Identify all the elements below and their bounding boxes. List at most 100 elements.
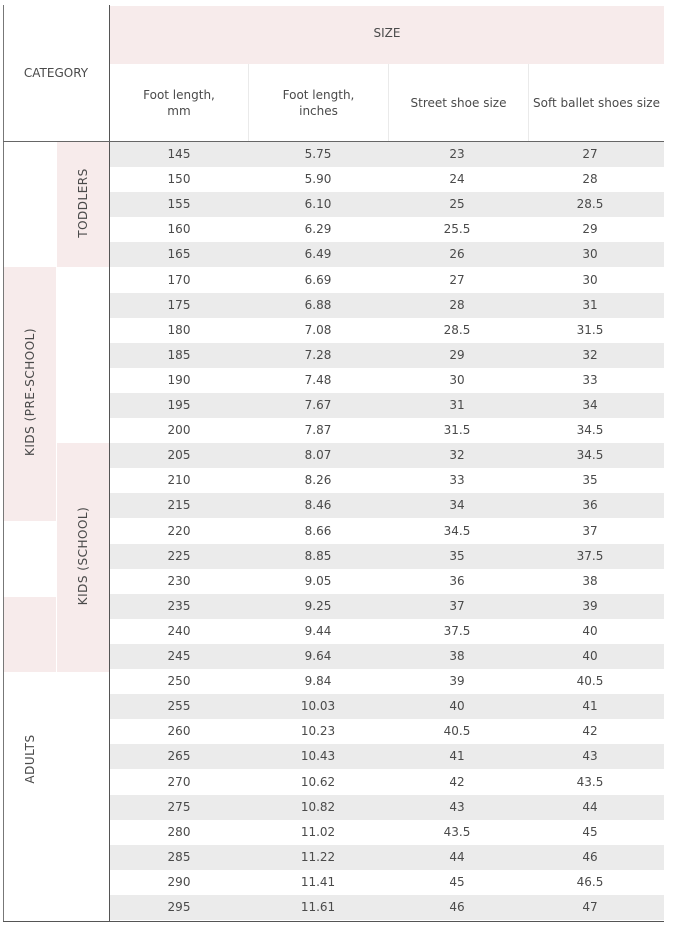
cell-street-size: 28.5 <box>443 322 471 337</box>
col-header-street-size-label: Street shoe size <box>410 96 507 110</box>
cell-street-size: 41 <box>449 749 465 764</box>
cell-ballet-size: 45 <box>582 824 598 839</box>
category-label-kids-preschool: KIDS (PRE-SCHOOL) <box>23 327 37 457</box>
table-row-stripe <box>110 192 664 218</box>
cell-ballet-size: 35 <box>582 473 598 488</box>
cell-foot-mm: 220 <box>167 523 191 538</box>
cell-ballet-size: 37.5 <box>576 548 604 563</box>
table-row-stripe <box>110 393 664 419</box>
cell-street-size: 38 <box>449 649 465 663</box>
cell-ballet-size: 39 <box>582 598 598 613</box>
cell-street-size: 31 <box>449 398 465 412</box>
cell-street-size: 32 <box>449 448 465 463</box>
cell-ballet-size: 41 <box>582 699 598 714</box>
table-row-stripe <box>110 493 664 519</box>
cell-foot-inches: 7.28 <box>304 347 332 362</box>
table-row-stripe <box>110 543 664 569</box>
bottom-border-line <box>3 921 664 922</box>
cell-foot-inches: 8.26 <box>304 473 332 488</box>
kids-preschool-bg <box>4 267 56 521</box>
cell-foot-inches: 9.05 <box>304 573 332 588</box>
cell-foot-inches: 5.75 <box>304 147 332 161</box>
cell-foot-inches: 8.66 <box>304 523 332 538</box>
table-row-stripe <box>110 844 664 870</box>
cell-street-size: 37.5 <box>443 623 471 638</box>
cell-street-size: 46 <box>449 900 465 914</box>
cell-ballet-size: 47 <box>582 900 598 914</box>
cell-street-size: 33 <box>449 473 465 488</box>
table-row-stripe <box>110 443 664 469</box>
cell-foot-inches: 10.23 <box>300 724 336 739</box>
cell-street-size: 44 <box>449 849 465 864</box>
cell-street-size: 34 <box>449 498 465 513</box>
cell-street-size: 43 <box>449 799 465 814</box>
col-header-ballet-size: Soft ballet shoes size <box>529 66 664 140</box>
cell-foot-inches: 6.29 <box>304 222 332 237</box>
table-row-stripe <box>110 242 664 268</box>
cell-ballet-size: 33 <box>582 372 598 387</box>
category-label-toddlers: TODDLERS <box>76 168 90 238</box>
cell-foot-mm: 210 <box>167 473 191 488</box>
cell-foot-mm: 195 <box>167 398 191 412</box>
cell-foot-mm: 270 <box>167 774 191 789</box>
cell-ballet-size: 30 <box>582 272 598 287</box>
header-col-divider-1 <box>248 64 249 141</box>
cell-ballet-size: 43.5 <box>576 774 604 789</box>
cell-foot-mm: 215 <box>167 498 191 513</box>
cell-foot-inches: 5.90 <box>304 172 332 187</box>
cell-ballet-size: 30 <box>582 247 598 262</box>
table-row-stripe <box>110 142 664 168</box>
cell-foot-mm: 225 <box>167 548 191 563</box>
cell-ballet-size: 28.5 <box>576 197 604 212</box>
header-col-divider-2 <box>388 64 389 141</box>
cell-foot-inches: 7.87 <box>304 423 332 438</box>
col-header-foot-inches-label: Foot length, inches <box>282 88 355 118</box>
cell-ballet-size: 34 <box>582 398 598 412</box>
cell-foot-inches: 10.43 <box>300 749 336 764</box>
cell-foot-inches: 11.61 <box>300 900 336 914</box>
cell-street-size: 23 <box>449 147 465 161</box>
cell-foot-inches: 7.48 <box>304 372 332 387</box>
cell-foot-inches: 9.25 <box>304 598 332 613</box>
cell-foot-inches: 9.64 <box>304 649 332 663</box>
table-row-stripe <box>110 694 664 720</box>
cell-street-size: 43.5 <box>443 824 471 839</box>
table-row-stripe <box>110 895 664 921</box>
cell-street-size: 35 <box>449 548 465 563</box>
cell-ballet-size: 40.5 <box>576 674 604 689</box>
cell-street-size: 39 <box>449 674 465 689</box>
cell-ballet-size: 34.5 <box>576 423 604 438</box>
col-header-foot-mm-label: Foot length, mm <box>143 88 215 118</box>
table-row-stripe <box>110 292 664 318</box>
cell-ballet-size: 40 <box>582 623 598 638</box>
table-row-stripe <box>110 744 664 770</box>
cell-ballet-size: 36 <box>582 498 598 513</box>
cell-street-size: 36 <box>449 573 465 588</box>
cell-street-size: 31.5 <box>443 423 471 438</box>
col-header-foot-mm: Foot length, mm <box>110 66 248 140</box>
adults-bg <box>4 597 56 672</box>
kids-school-bg <box>57 443 109 672</box>
cell-foot-mm: 170 <box>167 272 191 287</box>
cell-ballet-size: 32 <box>582 347 598 362</box>
cell-foot-inches: 9.44 <box>304 623 332 638</box>
cell-ballet-size: 38 <box>582 573 598 588</box>
cell-street-size: 25.5 <box>443 222 471 237</box>
cell-foot-mm: 205 <box>167 448 191 463</box>
cell-ballet-size: 37 <box>582 523 598 538</box>
cell-foot-mm: 255 <box>167 699 191 714</box>
cell-street-size: 37 <box>449 598 465 613</box>
cell-foot-inches: 6.49 <box>304 247 332 262</box>
table-row-stripe <box>110 342 664 368</box>
cell-ballet-size: 28 <box>582 172 598 187</box>
cell-foot-mm: 240 <box>167 623 191 638</box>
cell-ballet-size: 40 <box>582 649 598 663</box>
cell-foot-mm: 150 <box>167 172 191 187</box>
cell-foot-mm: 160 <box>167 222 191 237</box>
cell-foot-mm: 200 <box>167 423 191 438</box>
cell-foot-mm: 295 <box>167 900 191 914</box>
col-header-ballet-size-label: Soft ballet shoes size <box>533 96 660 110</box>
cell-ballet-size: 43 <box>582 749 598 764</box>
table-row-stripe <box>110 593 664 619</box>
